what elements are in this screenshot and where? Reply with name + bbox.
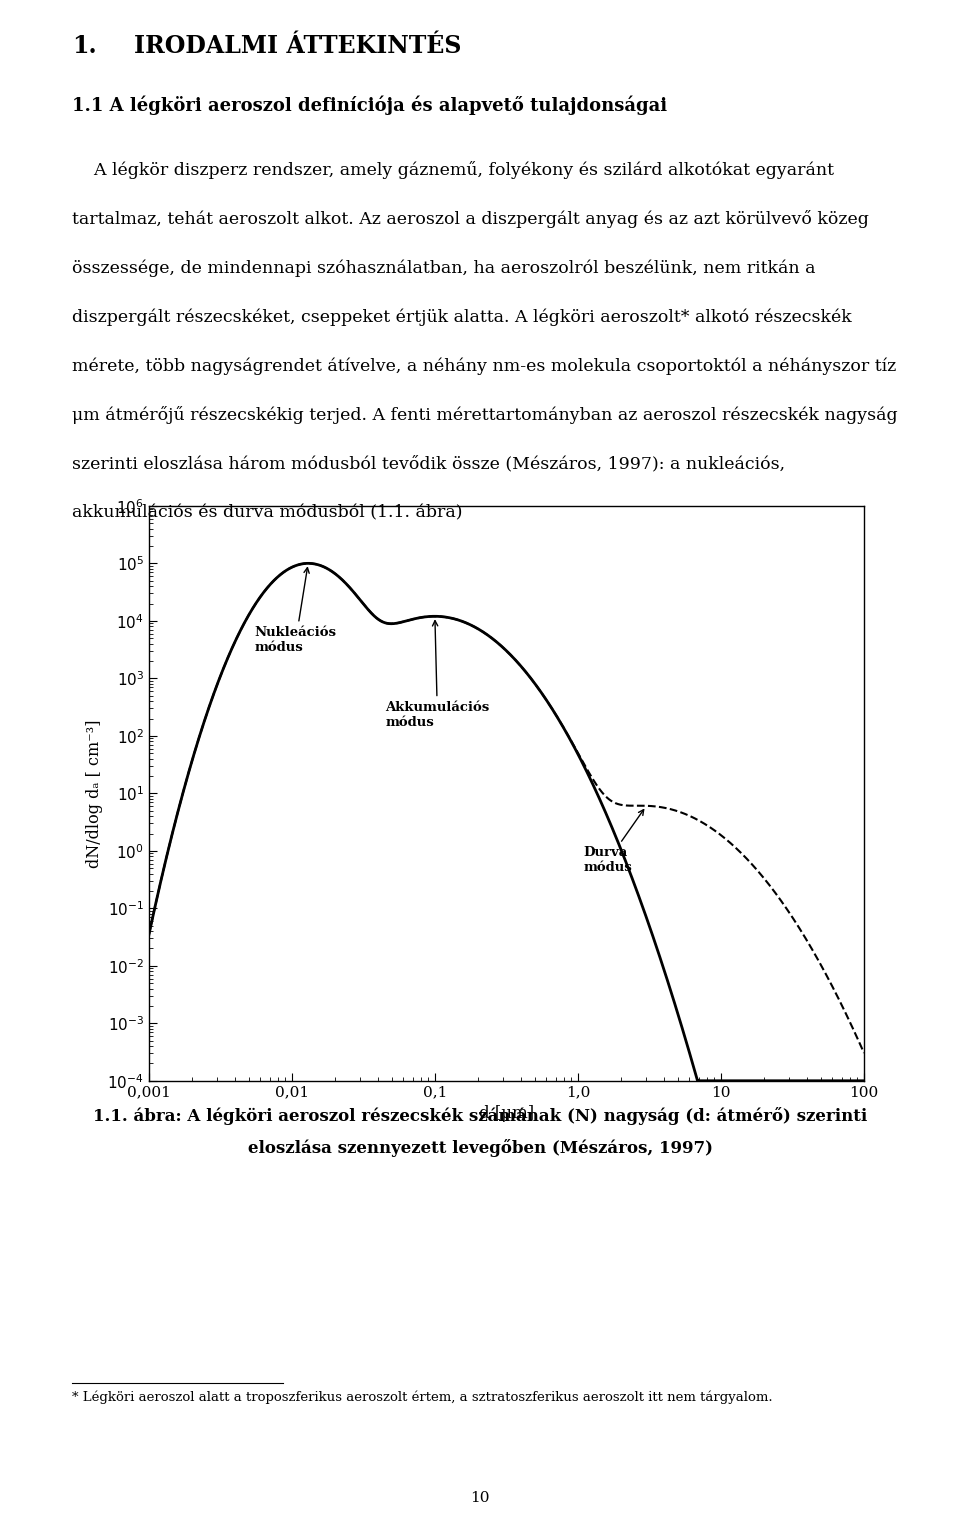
Text: μm átmérőjű részecskékig terjed. A fenti mérettartományban az aeroszol részecské: μm átmérőjű részecskékig terjed. A fenti… [72, 406, 898, 425]
Text: szerinti eloszlása három módusból tevődik össze (Mészáros, 1997): a nukleációs,: szerinti eloszlása három módusból tevődi… [72, 455, 785, 472]
Text: diszpergált részecskéket, cseppeket értjük alatta. A légköri aeroszolt* alkotó r: diszpergált részecskéket, cseppeket értj… [72, 308, 852, 325]
Text: * Légköri aeroszol alatt a troposzferikus aeroszolt értem, a sztratoszferikus ae: * Légköri aeroszol alatt a troposzferiku… [72, 1390, 773, 1404]
Text: mérete, több nagyságrendet átívelve, a néhány nm-es molekula csoportoktól a néhá: mérete, több nagyságrendet átívelve, a n… [72, 357, 897, 374]
X-axis label: d [μm]: d [μm] [479, 1105, 534, 1122]
Text: akkumulációs és durva módusból (1.1. ábra): akkumulációs és durva módusból (1.1. ábr… [72, 504, 463, 521]
Text: A légkör diszperz rendszer, amely gáznemű, folyékony és szilárd alkotókat egyará: A légkör diszperz rendszer, amely gáznem… [72, 161, 834, 179]
Text: Nukleációs
módus: Nukleációs módus [254, 567, 337, 655]
Text: 1.: 1. [72, 34, 97, 58]
Text: összessége, de mindennapi szóhasználatban, ha aeroszolról beszélünk, nem ritkán : összessége, de mindennapi szóhasználatba… [72, 259, 815, 276]
Text: eloszlása szennyezett levegőben (Mészáros, 1997): eloszlása szennyezett levegőben (Mészáro… [248, 1139, 712, 1157]
Text: Durva
módus: Durva módus [584, 809, 644, 874]
Text: 1.1 A légköri aeroszol definíciója és alapvető tulajdonságai: 1.1 A légköri aeroszol definíciója és al… [72, 95, 667, 115]
Text: 10: 10 [470, 1492, 490, 1505]
Y-axis label: dN/dlog dₐ [ cm⁻³]: dN/dlog dₐ [ cm⁻³] [86, 719, 103, 868]
Text: 1.1. ábra: A légköri aeroszol részecskék számának (N) nagyság (d: átmérő) szerin: 1.1. ábra: A légköri aeroszol részecskék… [93, 1107, 867, 1125]
Text: Akkumulációs
módus: Akkumulációs módus [385, 621, 490, 730]
Text: tartalmaz, tehát aeroszolt alkot. Az aeroszol a diszpergált anyag és az azt körü: tartalmaz, tehát aeroszolt alkot. Az aer… [72, 210, 869, 228]
Text: IRODALMI ÁTTEKINTÉS: IRODALMI ÁTTEKINTÉS [134, 34, 462, 58]
